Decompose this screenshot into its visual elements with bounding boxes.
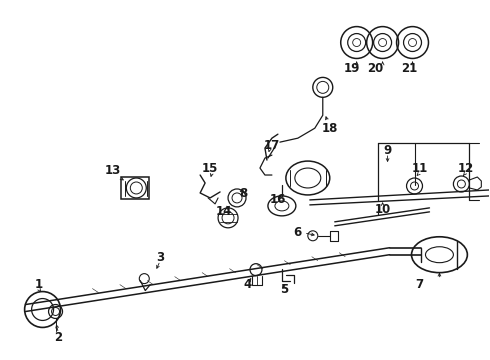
Text: 8: 8 (239, 188, 247, 201)
Text: 15: 15 (202, 162, 218, 175)
Text: 13: 13 (104, 163, 121, 176)
Text: 6: 6 (294, 226, 302, 239)
Text: 2: 2 (54, 331, 63, 344)
Text: 9: 9 (384, 144, 392, 157)
Text: 17: 17 (264, 139, 280, 152)
Text: 3: 3 (156, 251, 164, 264)
Text: 10: 10 (374, 203, 391, 216)
Bar (122, 177, 149, 199)
Text: 12: 12 (457, 162, 473, 175)
Text: 18: 18 (321, 122, 338, 135)
Text: 7: 7 (416, 278, 423, 291)
Text: 4: 4 (244, 278, 252, 291)
Text: 21: 21 (401, 62, 417, 75)
Text: 5: 5 (280, 283, 288, 296)
Text: 19: 19 (343, 62, 360, 75)
Text: 14: 14 (216, 205, 232, 219)
Text: 11: 11 (412, 162, 428, 175)
Text: 16: 16 (270, 193, 286, 206)
Text: 1: 1 (34, 278, 43, 291)
Text: 20: 20 (368, 62, 384, 75)
